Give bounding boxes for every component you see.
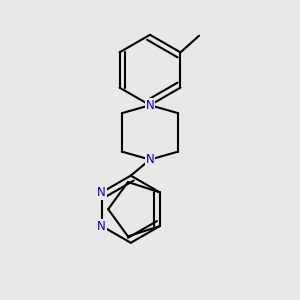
Text: N: N bbox=[146, 99, 154, 112]
Text: N: N bbox=[146, 153, 154, 166]
Text: N: N bbox=[97, 186, 106, 199]
Text: N: N bbox=[97, 220, 106, 232]
